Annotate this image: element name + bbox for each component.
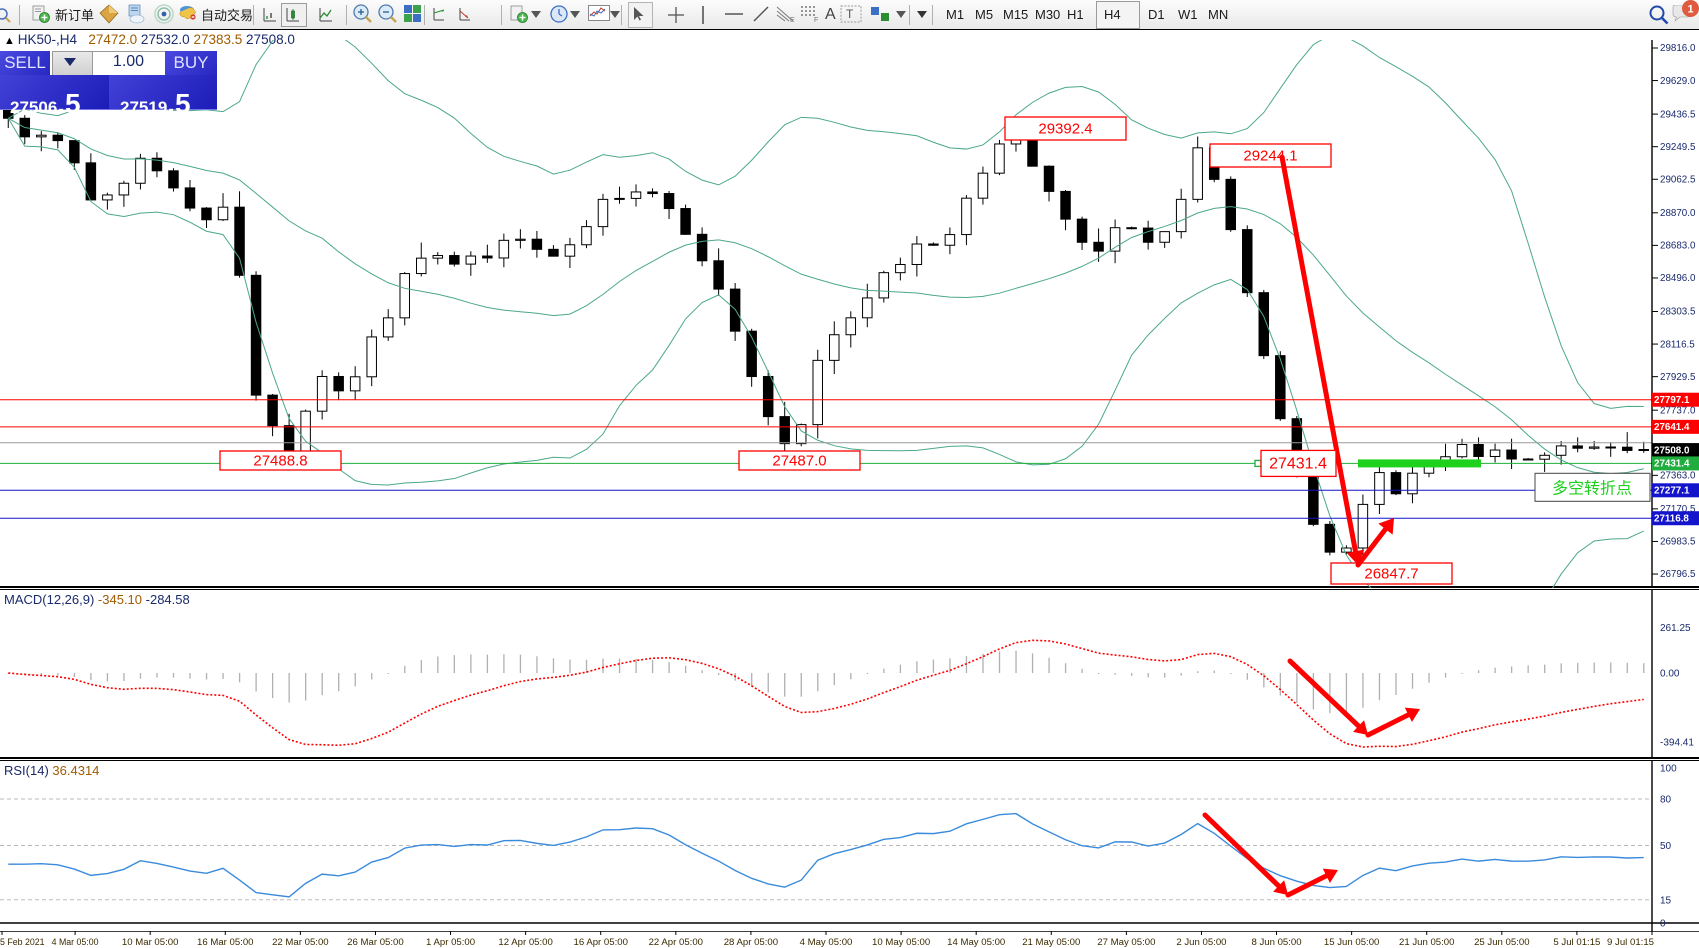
svg-text:F: F: [814, 17, 818, 23]
svg-text:1: 1: [1687, 4, 1693, 16]
svg-text:T: T: [846, 7, 854, 21]
svg-text:E: E: [790, 17, 795, 23]
